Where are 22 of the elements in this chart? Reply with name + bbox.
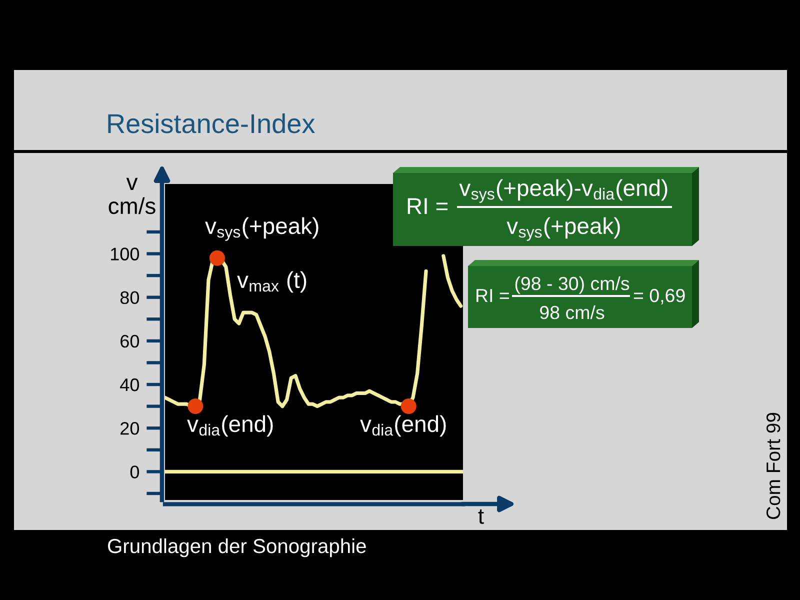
y-tick-label: 80 <box>120 291 140 304</box>
chart-title: Resistance-Index <box>108 113 315 134</box>
annotation: v$_{dia}$(end) <box>360 415 446 437</box>
y-tick-label: 20 <box>120 422 140 435</box>
text: v$_{sys}$(+peak) <box>506 217 620 241</box>
annotation: v$_{dia}$(end) <box>187 415 273 437</box>
text: 98 cm/s <box>540 305 604 320</box>
y-tick-label: 100 <box>110 248 140 260</box>
annotation: v$_{max}$ (t) <box>237 271 306 293</box>
annotation: v$_{sys}$(+peak)-v$_{dia}$(end) <box>459 179 668 203</box>
y-axis-title: v cm/s <box>108 178 156 214</box>
text: Com Fort 99 <box>766 412 780 520</box>
y-tick-label: 60 <box>120 334 140 348</box>
annotation: RI = <box>408 198 448 214</box>
y-tick-label: 0 <box>130 466 140 478</box>
text: (98 - 30) cm/s <box>515 276 630 294</box>
y-tick-label: 40 <box>120 378 140 392</box>
text: = 0,69 <box>634 288 685 304</box>
text: Grundlagen der Sonographie <box>108 538 366 558</box>
x-axis-title: t <box>478 509 484 524</box>
text: RI = <box>476 289 509 302</box>
annotation: v$_{sys}$(+peak) <box>205 217 318 241</box>
